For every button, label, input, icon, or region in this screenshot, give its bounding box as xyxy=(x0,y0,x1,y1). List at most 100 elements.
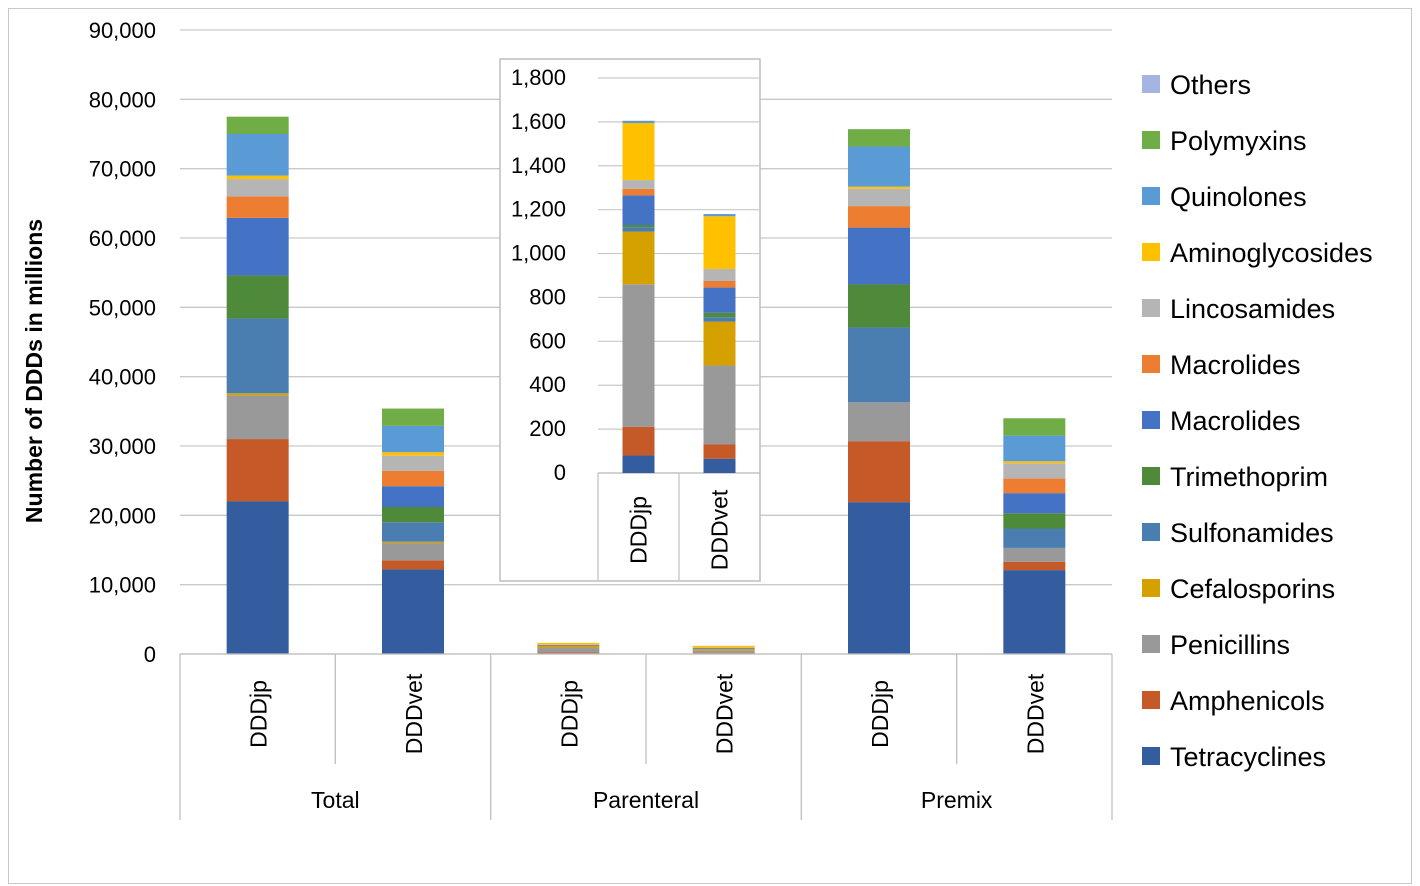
legend-swatch xyxy=(1142,467,1160,485)
inset-y-tick-label: 200 xyxy=(529,416,566,441)
legend-label: Tetracyclines xyxy=(1170,742,1326,772)
bar-segment xyxy=(382,452,444,456)
bar-segment xyxy=(1003,513,1066,529)
bar-segment xyxy=(226,134,289,176)
legend-label: Trimethoprim xyxy=(1170,462,1328,492)
inset-y-tick-label: 1,400 xyxy=(511,153,566,178)
legend-label: Penicillins xyxy=(1170,630,1290,660)
bar-segment xyxy=(848,441,910,503)
legend-label: Lincosamides xyxy=(1170,294,1335,324)
inset-bar-segment xyxy=(703,287,736,313)
bar-segment xyxy=(382,425,444,453)
bar-segment xyxy=(226,217,289,276)
y-tick-label: 10,000 xyxy=(89,573,156,598)
bar-segment xyxy=(226,175,289,180)
inset-bar-segment xyxy=(622,188,655,196)
bar-segment xyxy=(692,648,755,649)
bar-segment xyxy=(1003,561,1066,571)
inset-bar-segment xyxy=(703,280,736,288)
main-x-axis: DDDjp DDDvet DDDjp DDDvet DDDjp DDDvet Total Pa… xyxy=(179,653,1113,820)
inset-bar-segment xyxy=(622,120,655,123)
legend: Others Polymyxins Quinolones Aminoglycoside… xyxy=(1142,70,1373,772)
bar-segment xyxy=(1003,435,1066,462)
bar-segment xyxy=(1003,463,1066,479)
legend-label: Macrolides xyxy=(1170,350,1301,380)
inset-bar-segment xyxy=(622,426,655,456)
bar-segment xyxy=(1003,478,1066,494)
bar-segment xyxy=(382,543,444,561)
x-group-label: Premix xyxy=(921,787,993,813)
inset-y-tick-label: 800 xyxy=(529,284,566,309)
y-tick-label: 30,000 xyxy=(89,434,156,459)
inset-x-tick-label: DDDvet xyxy=(707,489,733,570)
inset-y-tick-label: 1,800 xyxy=(511,65,566,90)
inset-bar-segment xyxy=(703,321,736,366)
y-tick-label: 40,000 xyxy=(89,365,156,390)
legend-label: Quinolones xyxy=(1170,182,1307,212)
y-tick-label: 60,000 xyxy=(89,226,156,251)
legend-swatch xyxy=(1142,187,1160,205)
inset-y-tick-label: 1,000 xyxy=(511,241,566,266)
inset-bar-segment xyxy=(622,122,655,181)
bar-segment xyxy=(1003,461,1066,464)
bar-segment xyxy=(226,439,289,502)
inset-bar-segment xyxy=(703,312,736,318)
bar-segment xyxy=(1003,493,1066,514)
legend-label: Cefalosporins xyxy=(1170,574,1335,604)
bar-segment xyxy=(382,507,444,523)
x-tick-label: DDDjp xyxy=(246,680,272,748)
bar-segment xyxy=(226,501,289,654)
bar-segment xyxy=(226,116,289,134)
legend-swatch xyxy=(1142,635,1160,653)
x-tick-label: DDDvet xyxy=(712,673,738,754)
inset-bar-segment xyxy=(703,268,736,281)
bar-segment xyxy=(226,395,289,440)
bar-segment xyxy=(848,188,910,207)
legend-label: Polymyxins xyxy=(1170,126,1307,156)
bar-segment xyxy=(1003,570,1066,654)
legend-label: Others xyxy=(1170,70,1251,100)
main-bars xyxy=(226,116,1066,654)
legend-label: Macrolides xyxy=(1170,406,1301,436)
main-y-axis-ticks: 0 10,000 20,000 30,000 40,000 50,000 60,000 70,… xyxy=(89,18,156,667)
legend-swatch xyxy=(1142,691,1160,709)
y-axis-label: Number of DDDs in millions xyxy=(21,219,47,523)
bar-segment xyxy=(537,642,600,645)
bar-segment xyxy=(226,393,289,396)
bar-segment xyxy=(226,275,289,319)
legend-label: Amphenicols xyxy=(1170,686,1325,716)
inset-y-tick-label: 600 xyxy=(529,328,566,353)
inset-bar-segment xyxy=(622,180,655,189)
bar-segment xyxy=(537,645,600,647)
bar-segment xyxy=(848,227,910,285)
bar-segment xyxy=(848,327,910,403)
bar-segment xyxy=(848,502,910,654)
y-tick-label: 70,000 xyxy=(89,157,156,182)
x-tick-label: DDDjp xyxy=(556,680,582,748)
inset-chart: 0 200 400 600 800 1,000 1,200 1,400 1,600 1,800 DD… xyxy=(499,58,761,582)
bar-segment xyxy=(692,645,755,648)
bar-segment xyxy=(382,486,444,508)
inset-y-tick-label: 1,600 xyxy=(511,109,566,134)
legend-label: Sulfonamides xyxy=(1170,518,1334,548)
bar-segment xyxy=(226,179,289,197)
y-tick-label: 50,000 xyxy=(89,295,156,320)
bar-segment xyxy=(382,522,444,542)
inset-bar-segment xyxy=(703,317,736,322)
bar-segment xyxy=(382,455,444,471)
legend-swatch xyxy=(1142,75,1160,93)
inset-y-tick-label: 400 xyxy=(529,372,566,397)
bar-segment xyxy=(382,560,444,570)
inset-bar-segment xyxy=(622,284,655,427)
bar-segment xyxy=(537,648,600,653)
x-group-label: Total xyxy=(311,787,360,813)
x-tick-label: DDDvet xyxy=(401,673,427,754)
x-group-label: Parenteral xyxy=(593,787,699,813)
bar-segment xyxy=(692,649,755,651)
y-tick-label: 0 xyxy=(144,642,156,667)
y-tick-label: 90,000 xyxy=(89,18,156,43)
legend-swatch xyxy=(1142,747,1160,765)
legend-swatch xyxy=(1142,355,1160,373)
bar-segment xyxy=(382,569,444,654)
